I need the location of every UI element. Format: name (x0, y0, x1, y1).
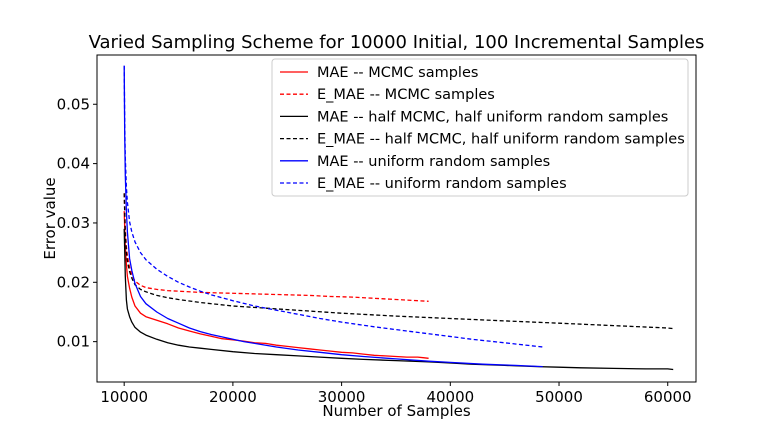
y-axis-ticks: 0.01 0.02 0.03 0.04 0.05 (57, 95, 97, 351)
y-tick-label: 0.04 (57, 155, 90, 173)
x-tick-label: 20000 (209, 388, 257, 406)
x-tick-label: 60000 (644, 388, 692, 406)
legend-label: E_MAE -- MCMC samples (317, 87, 495, 103)
series-line-e-mae-half-mcmc-half-uniform-random-samples (123, 193, 674, 330)
legend: MAE -- MCMC samples E_MAE -- MCMC samples… (271, 58, 689, 197)
x-axis-ticks: 10000 20000 30000 40000 50000 60000 (100, 382, 692, 406)
legend-label: E_MAE -- uniform random samples (317, 176, 567, 192)
y-axis-label: Error value (41, 177, 59, 259)
series-layer (123, 65, 674, 371)
x-tick-label: 30000 (318, 388, 366, 406)
series-line-mae-uniform-random-samples (123, 65, 543, 368)
y-tick-label: 0.01 (57, 333, 90, 351)
y-tick-label: 0.05 (57, 95, 90, 113)
y-tick-label: 0.02 (57, 273, 90, 291)
y-tick-label: 0.03 (57, 214, 90, 232)
legend-label: MAE -- half MCMC, half uniform random sa… (317, 109, 668, 125)
legend-label: E_MAE -- half MCMC, half uniform random … (317, 132, 685, 148)
legend-frame (271, 58, 689, 197)
series-line-e-mae-mcmc-samples (123, 193, 429, 302)
series-line-mae-half-mcmc-half-uniform-random-samples (123, 228, 674, 371)
plot-frame (96, 54, 697, 383)
legend-label: MAE -- MCMC samples (317, 65, 478, 81)
x-tick-label: 10000 (100, 388, 148, 406)
x-tick-label: 40000 (426, 388, 474, 406)
legend-label: MAE -- uniform random samples (317, 154, 550, 170)
series-line-e-mae-uniform-random-samples (123, 65, 543, 348)
x-axis-label: Number of Samples (322, 402, 470, 420)
chart-title: Varied Sampling Scheme for 10000 Initial… (89, 32, 705, 53)
x-tick-label: 50000 (535, 388, 583, 406)
